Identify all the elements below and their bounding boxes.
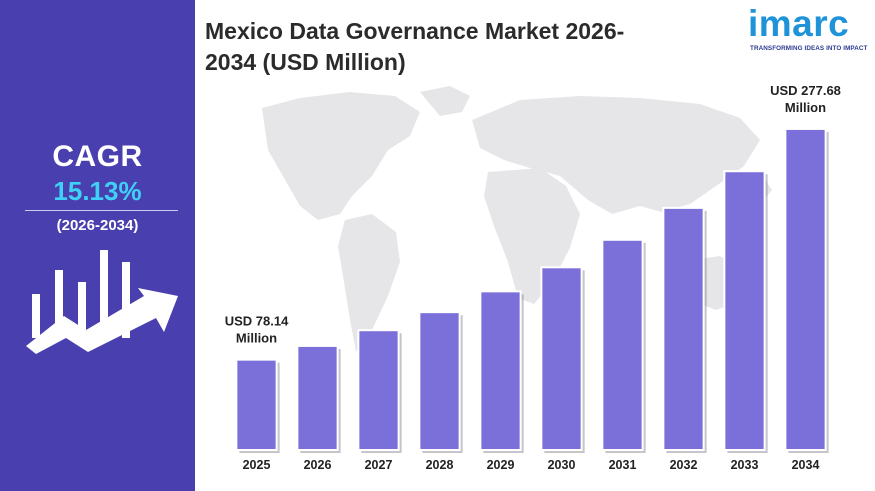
value-label-2034: USD 277.68 <box>770 83 841 98</box>
cagr-label: CAGR <box>52 140 143 173</box>
x-tick-label-2031: 2031 <box>609 458 637 472</box>
x-tick-label-2025: 2025 <box>243 458 271 472</box>
cagr-divider <box>25 210 178 211</box>
x-tick-label-2032: 2032 <box>670 458 698 472</box>
value-unit-2034: Million <box>785 100 826 115</box>
x-tick-label-2034: 2034 <box>792 458 820 472</box>
chart-title: Mexico Data Governance Market 2026-2034 … <box>205 18 625 75</box>
bar-2028 <box>418 311 461 451</box>
logo-tagline: TRANSFORMING IDEAS INTO IMPACT <box>750 45 868 52</box>
imarc-logo: imarc TRANSFORMING IDEAS INTO IMPACT <box>748 4 873 54</box>
x-tick-label-2028: 2028 <box>426 458 454 472</box>
value-annotations: USD 78.14 Million USD 277.68 Million <box>225 83 841 346</box>
bars <box>235 127 829 453</box>
x-tick-label-2029: 2029 <box>487 458 515 472</box>
x-tick-labels: 2025 2026 2027 2028 2029 2030 2031 2032 2033 2034 <box>243 458 820 472</box>
bar-2030 <box>540 266 583 451</box>
value-unit-2025: Million <box>236 331 277 346</box>
bar-2026 <box>296 344 339 451</box>
bar-2027 <box>357 329 400 451</box>
cagr-value: 15.13% <box>53 176 142 206</box>
bar-2025 <box>235 358 278 452</box>
bar-2031 <box>601 238 644 451</box>
bar-2029 <box>479 290 522 451</box>
cagr-period: (2026-2034) <box>56 217 139 234</box>
bar-2033 <box>723 170 766 451</box>
bar-2034 <box>784 127 827 451</box>
value-label-2025: USD 78.14 <box>225 314 289 329</box>
x-tick-label-2027: 2027 <box>365 458 393 472</box>
x-tick-label-2030: 2030 <box>548 458 576 472</box>
bar-growth-arrow-icon <box>26 250 178 354</box>
cagr-sidebar: CAGR 15.13% (2026-2034) <box>0 0 195 491</box>
x-tick-label-2026: 2026 <box>304 458 332 472</box>
bar-2032 <box>662 206 705 451</box>
logo-word: imarc <box>748 3 850 44</box>
x-tick-label-2033: 2033 <box>731 458 759 472</box>
